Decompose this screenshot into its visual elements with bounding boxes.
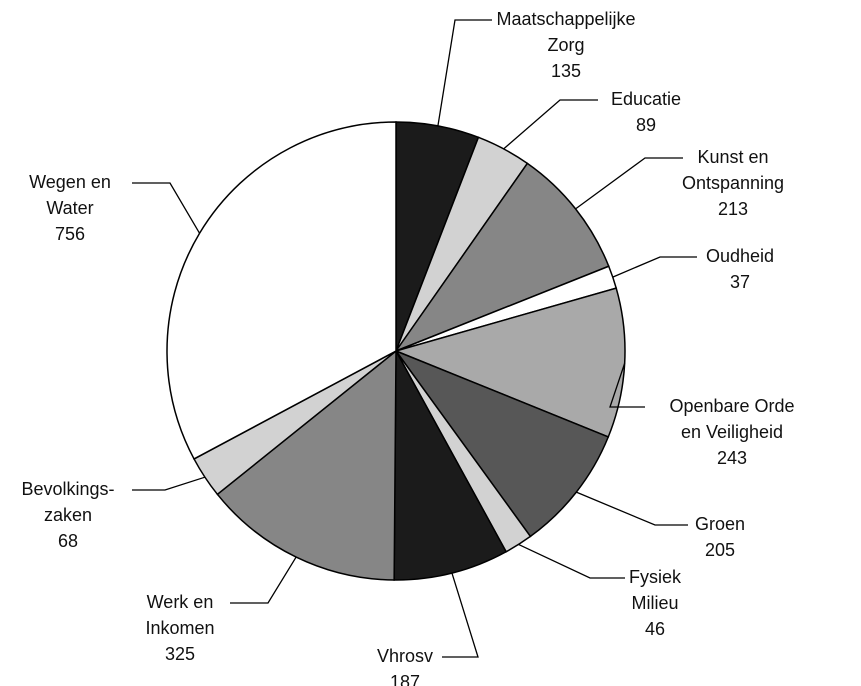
- value-label: 243: [717, 448, 747, 468]
- value-label: 187: [390, 672, 420, 686]
- label-line: zaken: [44, 505, 92, 525]
- slice-label: Openbare Orde en Veiligheid: [669, 396, 794, 442]
- leader-line: [132, 182, 201, 234]
- leader-line: [575, 157, 683, 210]
- slice-label: Kunst en Ontspanning: [682, 147, 784, 193]
- label-line: Oudheid: [706, 246, 774, 266]
- leader-line: [132, 476, 206, 491]
- value-label: 213: [718, 199, 748, 219]
- label-line: Kunst en: [697, 147, 768, 167]
- leader-line: [230, 556, 297, 604]
- slice-label: Werk en Inkomen: [145, 592, 214, 638]
- value-label: 756: [55, 224, 85, 244]
- slice-label: Groen: [695, 514, 745, 534]
- value-label: 135: [551, 61, 581, 81]
- label-line: Inkomen: [145, 618, 214, 638]
- value-label: 89: [636, 115, 656, 135]
- label-line: Wegen en: [29, 172, 111, 192]
- leader-line: [576, 491, 688, 526]
- leader-line: [437, 19, 492, 126]
- label-line: Vhrosv: [377, 646, 433, 666]
- leader-line: [503, 99, 598, 150]
- label-line: Educatie: [611, 89, 681, 109]
- slice-label: Oudheid: [706, 246, 774, 266]
- leader-line: [612, 256, 697, 278]
- slice-label: Educatie: [611, 89, 681, 109]
- value-label: 205: [705, 540, 735, 560]
- slice-label: Bevolkings-zaken: [21, 479, 114, 525]
- leader-line: [518, 543, 625, 579]
- label-line: Maatschappelijke: [496, 9, 635, 29]
- label-line: Werk en: [147, 592, 214, 612]
- pie-slice: [393, 162, 610, 353]
- label-line: Water: [46, 198, 93, 218]
- pie-slice: [393, 348, 508, 581]
- leader-line: [609, 362, 645, 408]
- leader-line: [442, 572, 479, 658]
- label-line: Openbare Orde: [669, 396, 794, 416]
- label-line: Groen: [695, 514, 745, 534]
- label-line: Fysiek: [629, 567, 682, 587]
- slice-label: Wegen en Water: [29, 172, 111, 218]
- slice-label: Vhrosv: [377, 646, 433, 666]
- label-line: Bevolkings-: [21, 479, 114, 499]
- value-label: 68: [58, 531, 78, 551]
- label-line: Zorg: [547, 35, 584, 55]
- label-line: en Veiligheid: [681, 422, 783, 442]
- pie-slice: [216, 349, 397, 581]
- pie-slice: [393, 349, 610, 538]
- slice-label: Fysiek Milieu: [629, 567, 682, 613]
- slice-label: Maatschappelijke Zorg: [496, 9, 635, 55]
- value-label: 46: [645, 619, 665, 639]
- value-label: 37: [730, 272, 750, 292]
- value-label: 325: [165, 644, 195, 664]
- label-line: Milieu: [631, 593, 678, 613]
- label-line: Ontspanning: [682, 173, 784, 193]
